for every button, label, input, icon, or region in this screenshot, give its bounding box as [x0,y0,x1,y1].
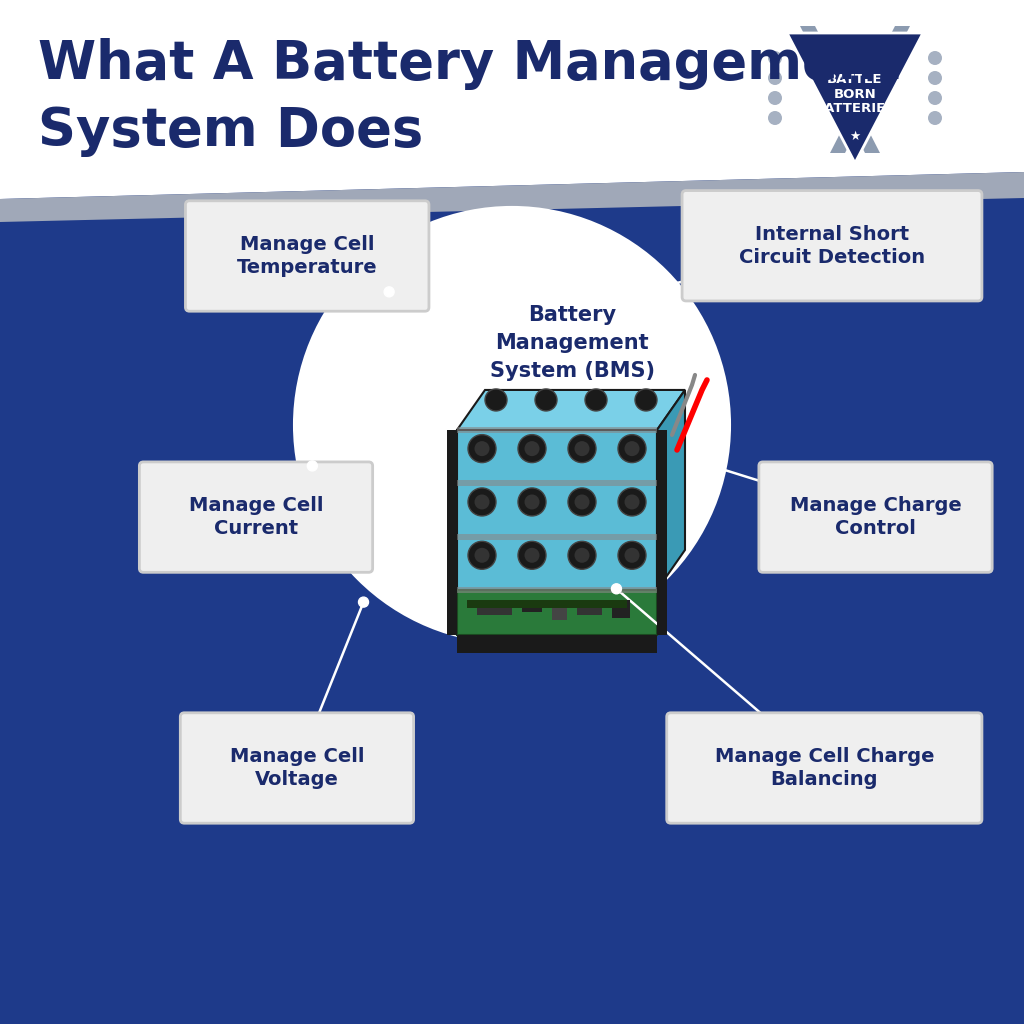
Circle shape [524,548,540,563]
Circle shape [635,389,657,411]
Text: Manage Cell
Voltage: Manage Cell Voltage [229,746,365,790]
Circle shape [625,548,640,563]
Circle shape [524,495,540,510]
Circle shape [768,51,782,65]
Circle shape [518,542,546,569]
Bar [457,480,657,486]
Text: Internal Short
Circuit Detection: Internal Short Circuit Detection [739,224,925,267]
Circle shape [768,91,782,105]
Text: Manage Cell Charge
Balancing: Manage Cell Charge Balancing [715,746,934,790]
Circle shape [768,111,782,125]
Text: BATTLE
BORN
BATTERIES: BATTLE BORN BATTERIES [814,73,895,115]
Polygon shape [830,26,910,153]
Circle shape [768,71,782,85]
Circle shape [384,287,394,297]
Polygon shape [800,26,880,153]
Bar [447,430,457,635]
Bar [457,590,657,635]
Bar [457,635,657,653]
Circle shape [585,389,607,411]
Polygon shape [457,390,685,430]
Circle shape [928,71,942,85]
Circle shape [707,461,717,471]
Bar [457,430,657,590]
Circle shape [474,495,489,510]
Text: What A Battery Management: What A Battery Management [38,38,900,90]
Circle shape [535,389,557,411]
Circle shape [618,434,646,463]
Text: System Does: System Does [38,105,423,157]
Circle shape [358,597,369,607]
Text: Battery
Management
System (BMS): Battery Management System (BMS) [489,305,654,381]
Bar [552,600,567,620]
Polygon shape [657,390,685,590]
Circle shape [635,287,645,297]
Circle shape [518,488,546,516]
FancyBboxPatch shape [759,462,992,572]
Bar [522,600,542,612]
Circle shape [625,441,640,456]
Bar [657,430,667,635]
Circle shape [468,434,496,463]
Circle shape [568,542,596,569]
Text: Manage Charge
Control: Manage Charge Control [790,496,962,539]
FancyBboxPatch shape [139,462,373,572]
Circle shape [611,584,622,594]
Polygon shape [787,33,923,163]
Circle shape [474,441,489,456]
Bar [457,587,657,593]
Circle shape [928,51,942,65]
FancyBboxPatch shape [682,190,982,301]
Circle shape [574,441,590,456]
Bar [612,600,630,617]
Circle shape [928,91,942,105]
Bar [457,427,657,433]
Circle shape [928,111,942,125]
Circle shape [568,488,596,516]
Circle shape [307,461,317,471]
Circle shape [468,488,496,516]
FancyBboxPatch shape [185,201,429,311]
Circle shape [574,548,590,563]
Text: Manage Cell
Temperature: Manage Cell Temperature [237,234,378,278]
Bar [0,0,1024,194]
Circle shape [625,495,640,510]
Circle shape [568,434,596,463]
Circle shape [485,389,507,411]
Circle shape [474,548,489,563]
Bar [467,600,627,608]
Text: Manage Cell
Current: Manage Cell Current [188,496,324,539]
FancyBboxPatch shape [667,713,982,823]
Bar [457,534,657,540]
Circle shape [618,542,646,569]
Circle shape [574,495,590,510]
Bar [477,600,512,615]
Polygon shape [0,172,1024,222]
Circle shape [524,441,540,456]
FancyBboxPatch shape [180,713,414,823]
Text: ★: ★ [849,129,860,142]
Circle shape [468,542,496,569]
Circle shape [293,206,731,644]
Circle shape [518,434,546,463]
Polygon shape [0,172,1024,1024]
Circle shape [618,488,646,516]
Bar [577,600,602,615]
